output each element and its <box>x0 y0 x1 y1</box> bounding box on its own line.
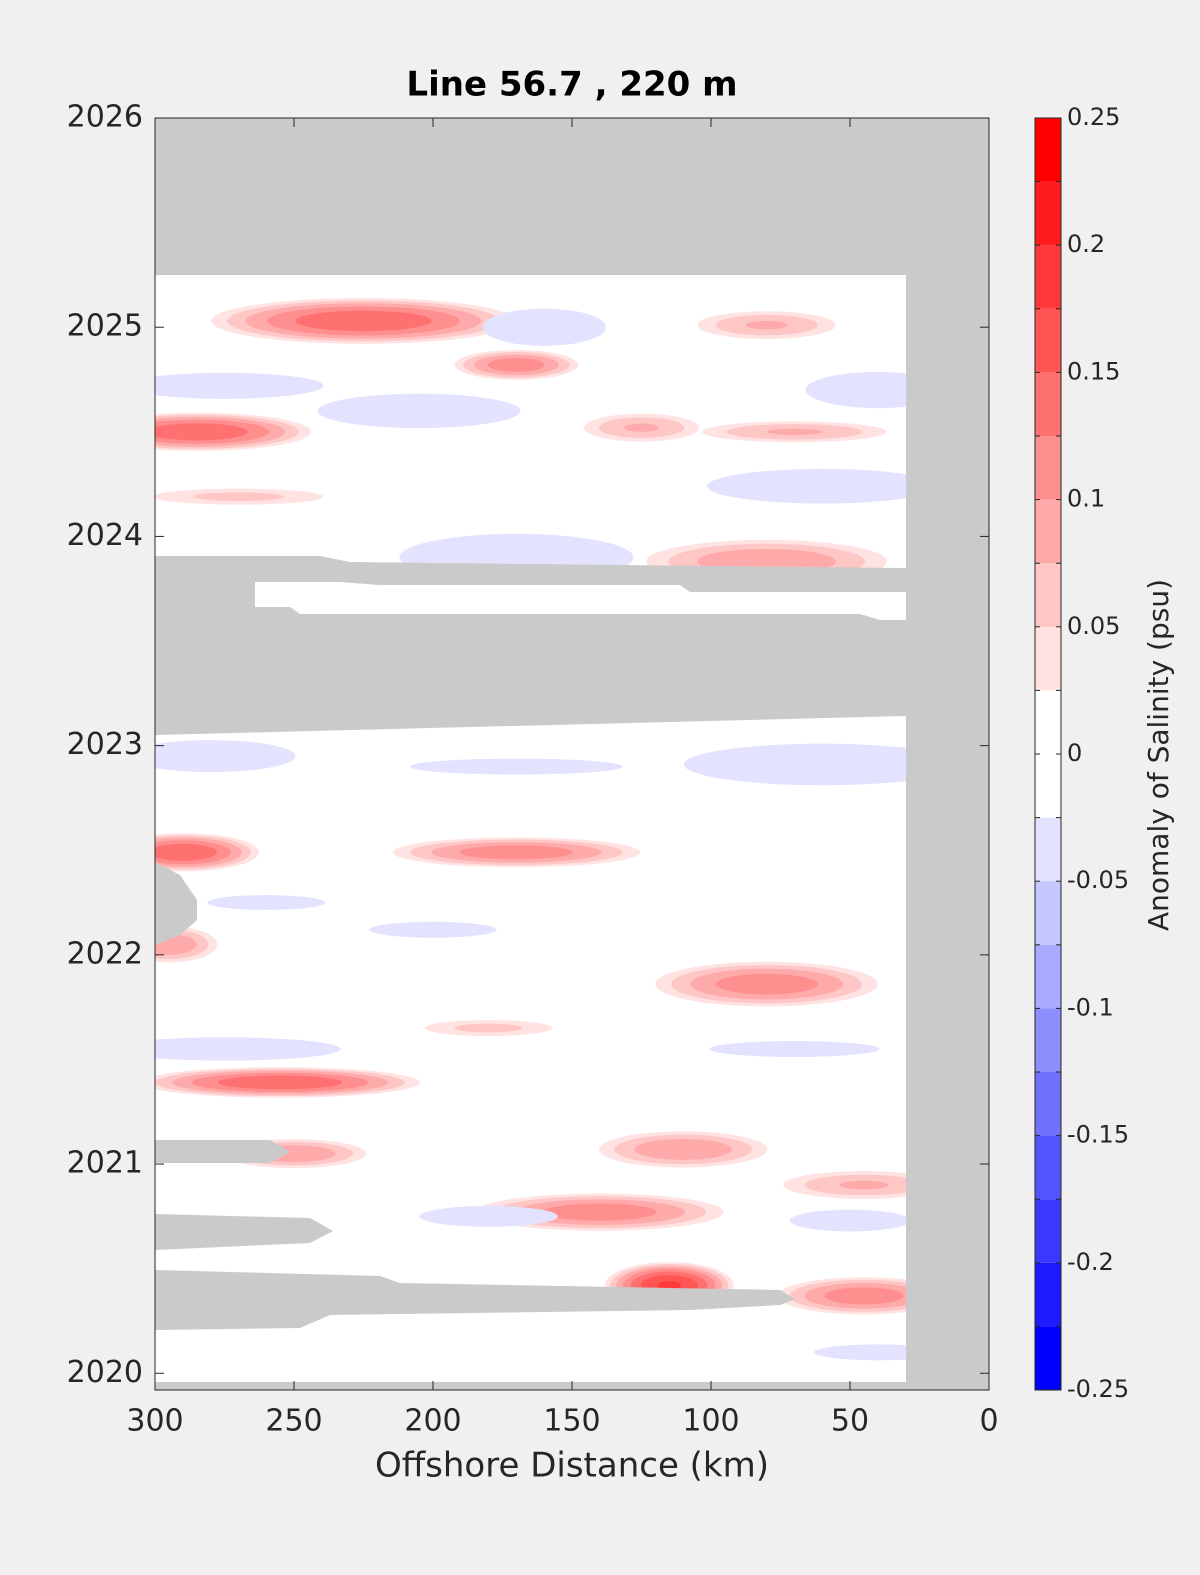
y-tick-label: 2021 <box>67 1146 143 1181</box>
colorbar-band <box>1035 118 1061 182</box>
y-tick-label: 2026 <box>67 100 143 135</box>
x-tick-label: 0 <box>979 1404 998 1439</box>
colorbar-band <box>1035 308 1061 373</box>
colorbar-tick-label: -0.2 <box>1067 1248 1114 1276</box>
contour-band <box>543 1203 657 1221</box>
x-axis-label: Offshore Distance (km) <box>375 1446 769 1486</box>
contour-band <box>155 372 324 399</box>
contour-band <box>454 1023 523 1033</box>
colorbar-band <box>1035 181 1061 246</box>
contour-band <box>193 492 284 501</box>
contour-band <box>155 1037 341 1061</box>
x-tick-label: 150 <box>543 1404 600 1439</box>
colorbar-tick-label: 0.25 <box>1067 103 1120 131</box>
colorbar-band <box>1035 1262 1061 1327</box>
contour-band <box>789 1209 906 1232</box>
colorbar-band <box>1035 1199 1061 1263</box>
colorbar-tick-label: 0 <box>1067 739 1082 767</box>
contour-band <box>369 921 497 938</box>
colorbar-tick-label: 0.1 <box>1067 485 1105 513</box>
axes: 300 250 200 150 100 50 0 2020 2021 2022 2023 2024 20… <box>67 100 999 1439</box>
contour-band <box>482 308 607 346</box>
colorbar-tick-label: -0.1 <box>1067 993 1114 1021</box>
colorbar-band <box>1035 499 1061 564</box>
contour-band <box>419 1205 558 1227</box>
contour-band <box>459 845 574 860</box>
colorbar-frame <box>1034 117 1062 1391</box>
y-tick-label: 2025 <box>67 309 143 344</box>
colorbar-band <box>1035 754 1061 818</box>
contour-band <box>745 320 788 330</box>
contour-band <box>317 393 521 429</box>
colorbar-label: Anomaly of Salinity (psu) <box>1142 579 1175 931</box>
contour-band <box>410 758 623 775</box>
contour-band <box>295 310 432 332</box>
colorbar-band <box>1035 881 1061 945</box>
contour-band <box>624 423 659 432</box>
chart-title: Line 56.7 , 220 m <box>406 65 737 105</box>
contour-band <box>839 1180 889 1190</box>
colorbar-band <box>1035 372 1061 436</box>
colorbar-tick-label: -0.15 <box>1067 1121 1129 1149</box>
colorbar-band <box>1035 1135 1061 1200</box>
colorbar-tick-label: -0.05 <box>1067 866 1129 894</box>
contour-band <box>766 428 823 435</box>
colorbar-tick-label: 0.2 <box>1067 230 1105 258</box>
colorbar-tick-label: -0.25 <box>1067 1375 1129 1403</box>
y-tick-label: 2020 <box>67 1355 143 1390</box>
contour-band <box>683 743 906 786</box>
colorbar-band <box>1035 1326 1061 1390</box>
contour-band <box>155 843 217 861</box>
x-tick-label: 250 <box>265 1404 322 1439</box>
colorbar-band <box>1035 1072 1061 1136</box>
contour-band <box>488 358 545 372</box>
y-tick-label: 2024 <box>67 518 143 553</box>
contour-band <box>814 1344 906 1361</box>
colorbar-tick-label: 0.15 <box>1067 357 1120 385</box>
x-tick-label: 300 <box>126 1404 183 1439</box>
contour-band <box>709 1040 880 1057</box>
x-tick-label: 50 <box>831 1404 869 1439</box>
contour-band <box>715 973 818 995</box>
x-tick-label: 100 <box>682 1404 739 1439</box>
colorbar-band <box>1035 1008 1061 1072</box>
contour-band <box>805 371 906 409</box>
colorbar-band <box>1035 817 1061 882</box>
colorbar: 0.25 0.2 0.15 0.1 0.05 0 -0.05 -0.1 -0.15 -0.2 -0.… <box>1034 103 1129 1403</box>
colorbar-tick-label: 0.05 <box>1067 612 1120 640</box>
contour-band <box>217 1075 343 1090</box>
contour-band <box>706 468 906 504</box>
colorbar-band <box>1035 436 1061 500</box>
contour-band <box>155 423 248 441</box>
y-tick-label: 2022 <box>67 936 143 971</box>
contour-band <box>155 740 296 773</box>
colorbar-band <box>1035 563 1061 627</box>
y-tick-label: 2023 <box>67 727 143 762</box>
contour-band <box>657 1281 681 1290</box>
contour-band <box>634 1138 732 1160</box>
colorbar-band <box>1035 690 1061 754</box>
x-tick-label: 200 <box>404 1404 461 1439</box>
no-data-mask <box>155 556 906 1390</box>
colorbar-band <box>1035 626 1061 691</box>
colorbar-band <box>1035 245 1061 309</box>
contour-band <box>207 895 326 910</box>
contour-band <box>824 1287 904 1305</box>
colorbar-band <box>1035 944 1061 1009</box>
